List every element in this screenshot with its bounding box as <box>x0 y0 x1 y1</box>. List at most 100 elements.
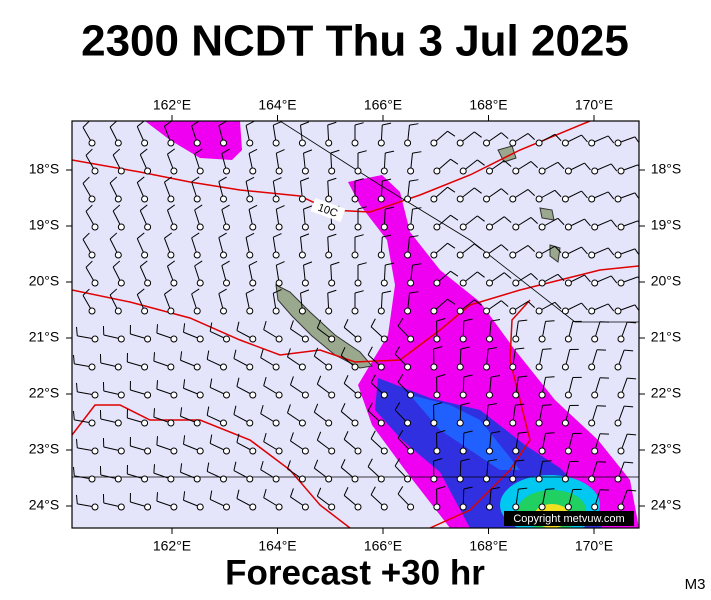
barb-station <box>301 335 309 343</box>
barb-feather <box>530 273 538 280</box>
barb-feather <box>500 244 509 251</box>
barb-station <box>456 475 464 483</box>
barb-feather <box>607 191 615 200</box>
barb-station <box>91 391 99 399</box>
barb-station <box>220 363 227 371</box>
barb-feather <box>248 148 258 154</box>
barb-feather <box>354 178 364 182</box>
barb-feather <box>584 162 591 171</box>
barb-feather <box>490 319 501 322</box>
barb-station <box>591 279 599 287</box>
barb-feather <box>206 406 210 416</box>
barb-station <box>404 251 412 259</box>
barb-station <box>641 308 647 314</box>
barb-station <box>617 223 625 231</box>
barb-station <box>407 279 415 287</box>
barb-feather <box>654 378 663 379</box>
barb-feather <box>557 161 565 170</box>
barb-feather <box>433 458 443 462</box>
barb-feather <box>477 159 485 166</box>
barb-station <box>486 391 493 399</box>
barb-station <box>170 223 178 231</box>
barb-station <box>328 279 336 287</box>
barb-feather <box>263 376 267 386</box>
barb-staff <box>644 406 651 423</box>
barb-station <box>407 335 415 343</box>
barb-station <box>459 335 467 343</box>
barb-station <box>483 139 490 147</box>
barb-feather <box>164 121 173 127</box>
barb-station <box>617 335 625 343</box>
barb-station <box>223 447 230 455</box>
barb-station <box>246 139 254 147</box>
barb-station <box>141 195 149 203</box>
barb-station <box>117 503 125 511</box>
barb-feather <box>433 402 443 406</box>
barb-feather <box>367 402 373 411</box>
barb-feather <box>554 133 562 142</box>
barb-feather <box>581 246 588 255</box>
barb-feather <box>167 260 176 267</box>
barb-staff <box>644 462 651 479</box>
barb-feather <box>436 430 446 434</box>
barb-feather <box>447 186 456 193</box>
barb-station <box>275 279 283 287</box>
barb-station <box>617 279 625 287</box>
barb-feather <box>109 288 118 296</box>
barb-station <box>167 475 175 483</box>
barb-feather <box>153 352 156 362</box>
barb-feather <box>164 232 173 239</box>
barb-station <box>193 419 201 427</box>
barb-feather <box>654 322 663 323</box>
axis-ticks: 162°E 162°E 164°E 164°E 166°E 166°E 168°E 168°E… <box>29 97 682 554</box>
barb-station <box>433 167 441 175</box>
barb-feather <box>460 346 470 350</box>
barb-feather <box>191 121 200 127</box>
barb-feather <box>218 232 227 239</box>
barb-station <box>404 475 412 483</box>
barb-station <box>196 167 204 175</box>
barb-station <box>512 279 520 287</box>
barb-station <box>144 503 152 511</box>
barb-station <box>354 167 362 175</box>
barb-station <box>404 363 412 371</box>
barb-station <box>114 307 122 315</box>
barb-feather <box>554 301 562 310</box>
barb-feather <box>109 121 118 128</box>
barb-station <box>617 503 625 511</box>
barb-feather <box>340 403 346 412</box>
barb-station <box>272 419 280 427</box>
lat-label: 23°S <box>29 441 60 457</box>
barb-feather <box>287 404 291 414</box>
barb-feather <box>303 261 313 266</box>
barb-station <box>483 195 490 203</box>
lat-label: 24°S <box>651 497 682 513</box>
barb-station <box>223 167 230 175</box>
barb-feather <box>370 374 376 383</box>
barb-station <box>351 475 359 483</box>
lat-label: 21°S <box>651 329 682 345</box>
barb-station <box>325 475 333 483</box>
barb-station <box>380 335 388 343</box>
barb-station <box>91 503 99 511</box>
barb-station <box>538 279 546 287</box>
barb-station <box>325 307 333 315</box>
barb-station <box>433 279 441 287</box>
barb-feather <box>236 377 240 387</box>
barb-feather <box>436 486 446 490</box>
lon-label: 162°E <box>153 97 191 113</box>
barb-station <box>380 167 388 175</box>
barb-feather <box>136 288 145 295</box>
barb-feather <box>490 431 501 434</box>
barb-station <box>272 139 280 147</box>
barb-station <box>328 391 336 399</box>
barb-station <box>249 503 257 511</box>
barb-feather <box>409 123 419 126</box>
barb-station <box>509 195 517 203</box>
barb-station <box>614 195 622 203</box>
barb-station <box>249 335 257 343</box>
barb-station <box>380 223 388 231</box>
barb-feather <box>515 459 525 462</box>
barb-feather <box>273 121 282 126</box>
barb-feather <box>276 261 285 266</box>
